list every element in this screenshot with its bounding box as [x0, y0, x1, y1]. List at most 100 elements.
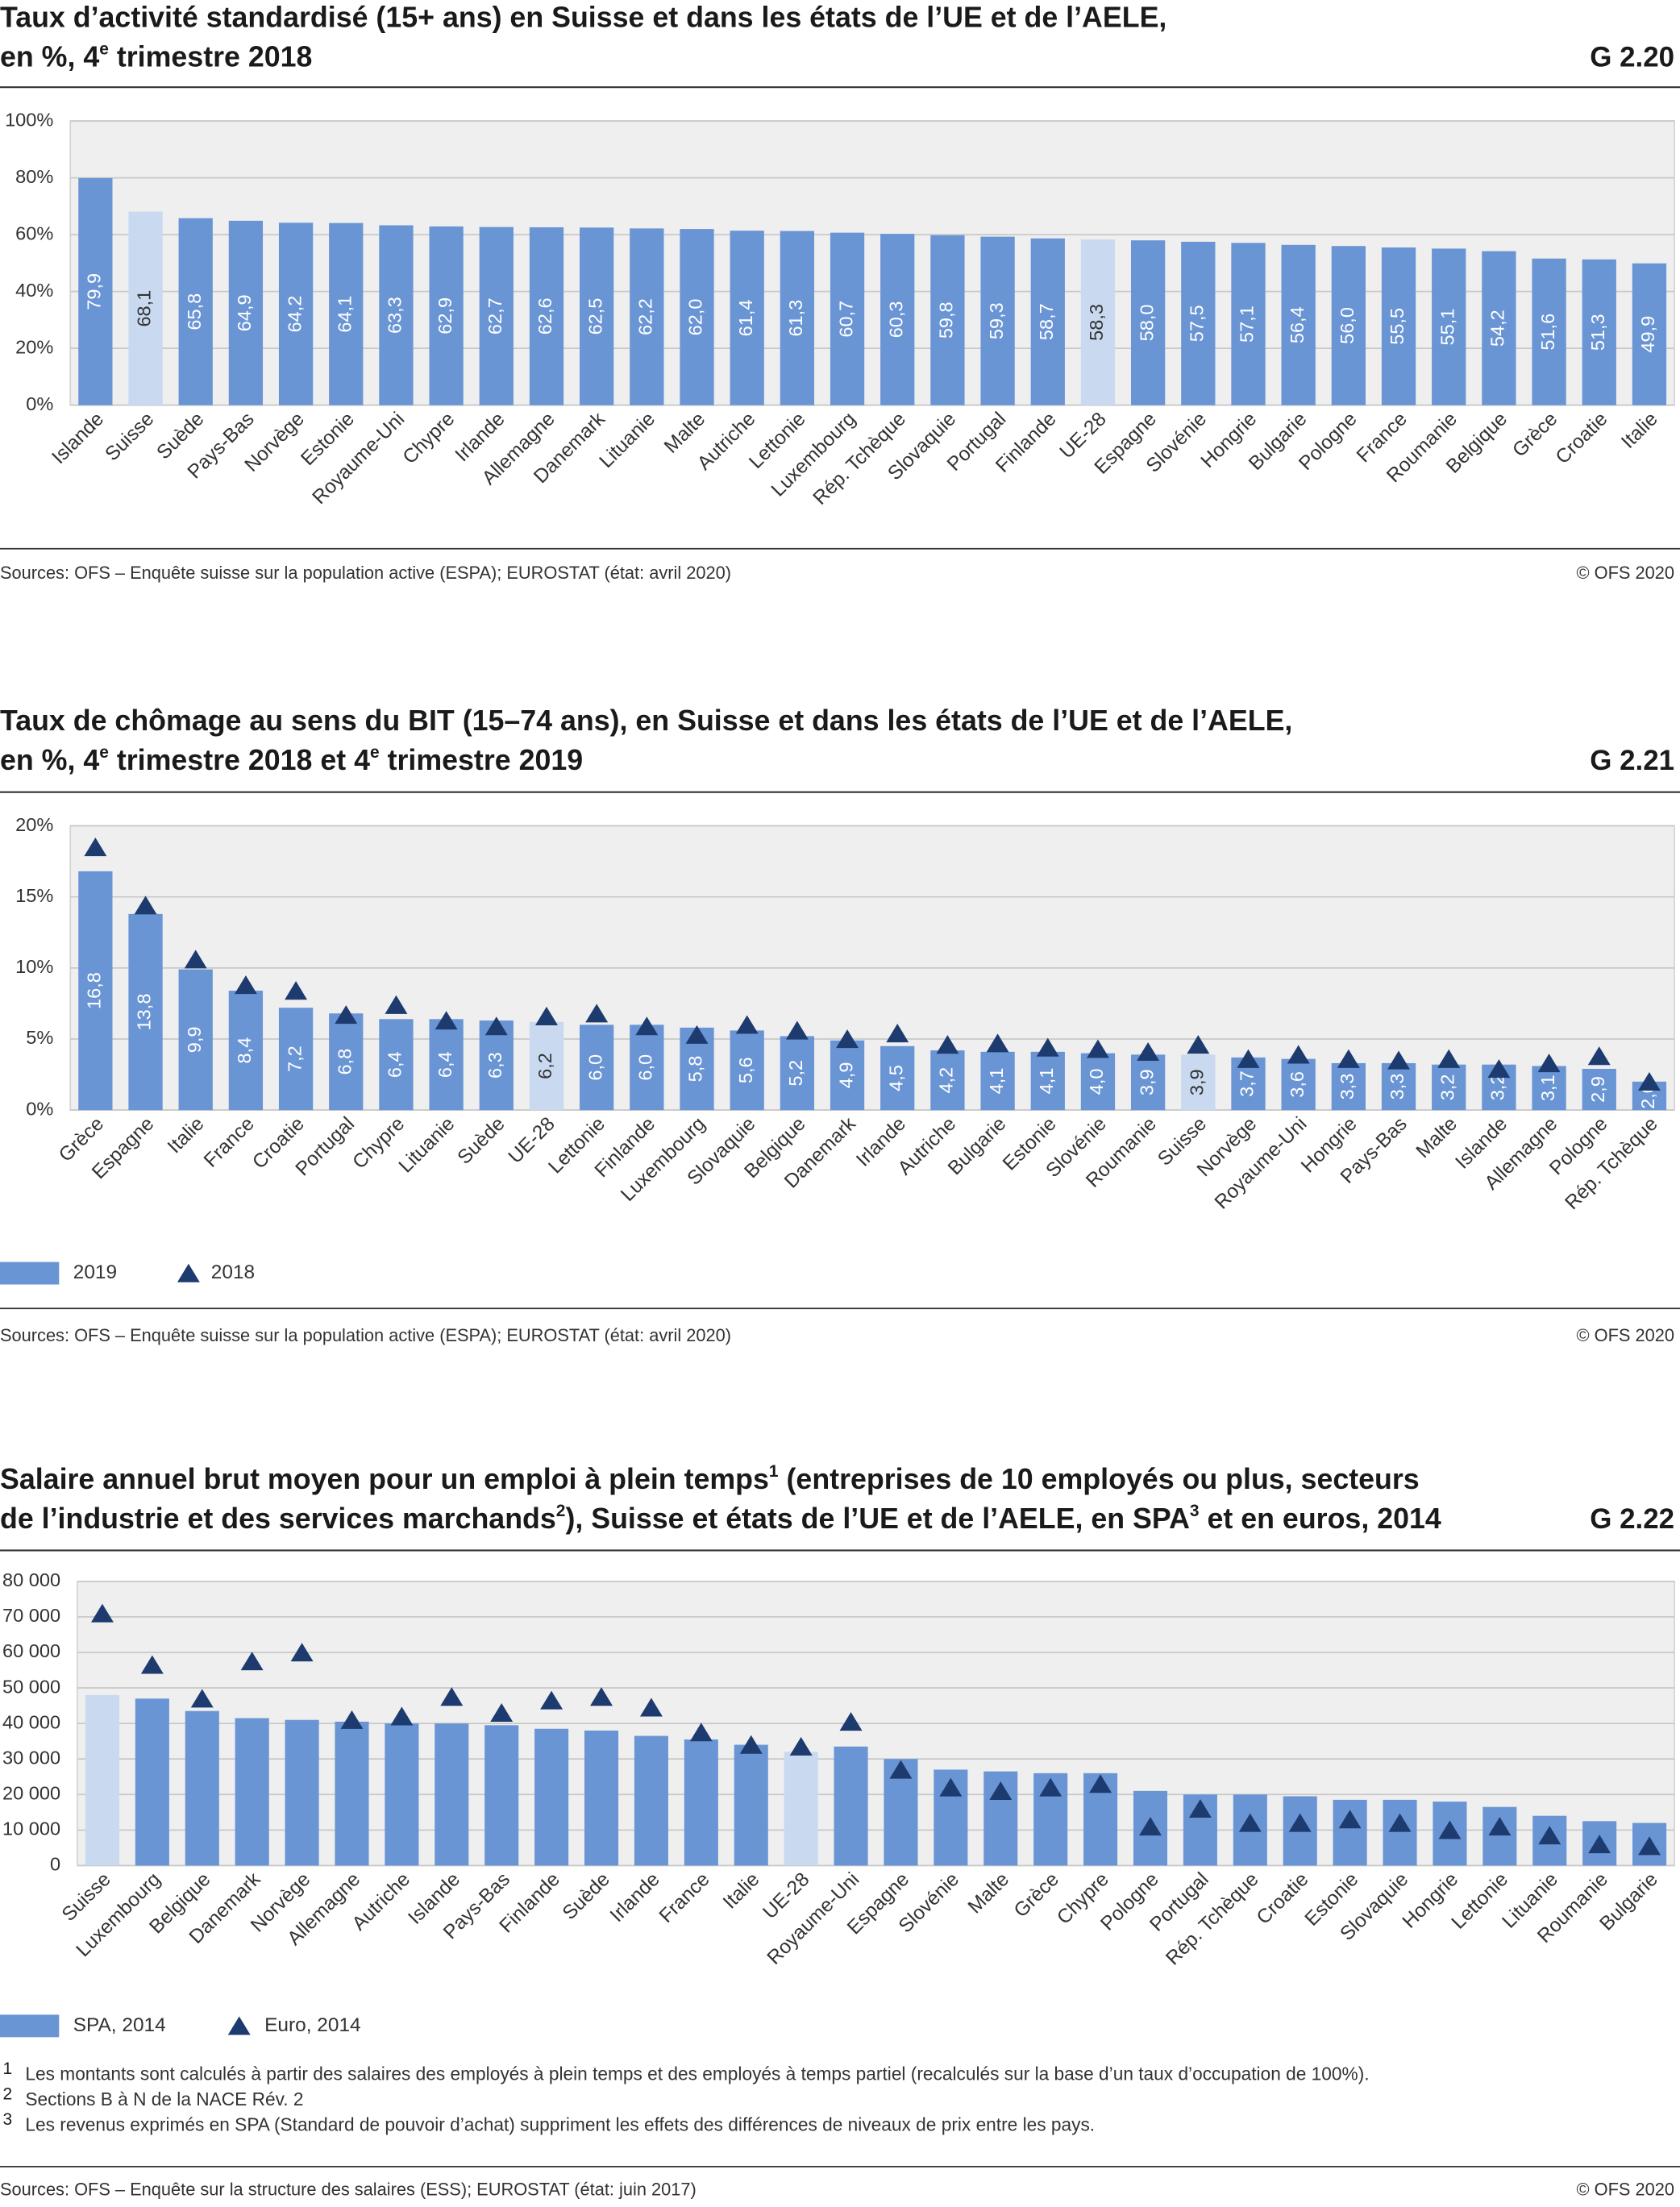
y-tick-label: 0% [26, 393, 53, 414]
marker [140, 1655, 164, 1674]
chart-id: G 2.21 [1590, 745, 1674, 776]
value-label: 3,3 [1387, 1074, 1408, 1100]
marker [1487, 1059, 1511, 1079]
bar [730, 1030, 764, 1111]
marker [739, 1735, 763, 1754]
marker [335, 1005, 358, 1025]
bar [429, 226, 464, 405]
x-tick-label: France [200, 1113, 259, 1172]
y-tick-label: 60 000 [2, 1640, 60, 1661]
marker [435, 1011, 458, 1030]
marker [285, 981, 308, 1000]
value-label: 6,4 [385, 1051, 405, 1078]
bar [1331, 246, 1366, 405]
bar [1281, 244, 1316, 405]
value-label: 13,8 [134, 994, 155, 1031]
bar [834, 1746, 868, 1866]
title-text: Taux de chômage au sens du BIT (15–74 an… [0, 705, 1292, 738]
legend-marker [227, 2016, 251, 2035]
marker [184, 950, 207, 969]
value-label: 62,6 [534, 297, 555, 335]
value-label: 3,2 [1487, 1074, 1508, 1101]
title-superscript: 1 [769, 1462, 779, 1481]
chart-title: Taux de chômage au sens du BIT (15–74 an… [0, 705, 1292, 738]
value-label: 62,7 [484, 297, 505, 335]
bar [1381, 1062, 1416, 1111]
source: Sources: OFS – Enquête suisse sur la pop… [0, 563, 731, 583]
value-label: 62,0 [685, 298, 706, 335]
chart: Salaire annuel brut moyen pour un emploi… [0, 1462, 1680, 2199]
y-tick-label: 0 [50, 1854, 60, 1875]
value-label: 6,0 [584, 1054, 605, 1081]
y-tick-label: 40 000 [2, 1711, 60, 1732]
value-label: 56,4 [1287, 306, 1308, 343]
x-tick-label: Croatie [1253, 1868, 1313, 1929]
marker [240, 1652, 264, 1671]
chart-title: de l’industrie et des services marchands… [0, 1502, 1441, 1535]
legend-label: 2019 [73, 1261, 117, 1283]
title-text: trimestre 2019 [380, 744, 584, 776]
bar [780, 1036, 815, 1111]
value-label: 4,5 [885, 1065, 906, 1091]
marker [1588, 1835, 1611, 1854]
marker [1036, 1037, 1059, 1057]
y-tick-label: 10 000 [2, 1818, 60, 1839]
marker [190, 1689, 214, 1708]
value-label: 54,2 [1487, 310, 1508, 347]
marker [639, 1698, 663, 1717]
marker [1288, 1813, 1312, 1832]
title-superscript: e [99, 39, 109, 58]
value-label: 59,8 [936, 301, 957, 339]
y-tick-label: 20% [15, 814, 53, 835]
bar [1181, 1054, 1216, 1111]
bar [1030, 1051, 1065, 1111]
value-label: 3,9 [1136, 1069, 1157, 1095]
value-label: 9,9 [184, 1026, 205, 1053]
legend-swatch [0, 2014, 60, 2038]
marker [689, 1723, 713, 1742]
value-label: 58,0 [1136, 305, 1157, 342]
bar [584, 1730, 619, 1866]
value-label: 55,5 [1387, 308, 1408, 345]
y-tick-label: 80 000 [2, 1569, 60, 1590]
value-label: 6,3 [484, 1052, 505, 1079]
bar [128, 211, 163, 405]
y-tick-label: 60% [15, 222, 53, 243]
title-text: en %, 4 [0, 41, 99, 73]
bar [1432, 1064, 1466, 1111]
marker [390, 1706, 414, 1726]
bar [1030, 238, 1065, 405]
marker [585, 1004, 609, 1023]
footnote-text: Les revenus exprimés en SPA (Standard de… [25, 2113, 1095, 2134]
x-tick-label: Irlande [606, 1868, 664, 1926]
bar [529, 1021, 564, 1111]
bar [1532, 258, 1566, 405]
value-label: 59,3 [986, 302, 1007, 339]
bar [1482, 1806, 1517, 1866]
chart-id: G 2.20 [1590, 42, 1674, 73]
bar [1080, 239, 1116, 405]
legend-swatch [0, 1261, 60, 1285]
value-label: 64,1 [334, 296, 355, 333]
value-label: 3,6 [1287, 1071, 1308, 1098]
marker [1337, 1049, 1360, 1068]
y-tick-label: 40% [15, 280, 53, 301]
title-text: de l’industrie et des services marchands [0, 1503, 556, 1535]
value-label: 3,3 [1337, 1074, 1358, 1100]
y-tick-label: 20% [15, 336, 53, 357]
bar [1432, 248, 1466, 405]
title-text: trimestre 2018 [109, 41, 313, 73]
bar [830, 1040, 865, 1111]
value-label: 6,8 [334, 1049, 355, 1075]
marker [685, 1025, 709, 1044]
title-superscript: 3 [1190, 1502, 1200, 1520]
source: Sources: OFS – Enquête sur la structure … [0, 2179, 697, 2199]
marker [1438, 1820, 1462, 1839]
value-label: 60,7 [835, 301, 856, 338]
x-tick-label: Lituanie [596, 408, 660, 472]
marker [886, 1024, 909, 1043]
bar [734, 1744, 768, 1866]
bar [329, 222, 364, 405]
value-label: 4,1 [986, 1068, 1007, 1095]
copyright: © OFS 2020 [1577, 563, 1674, 583]
